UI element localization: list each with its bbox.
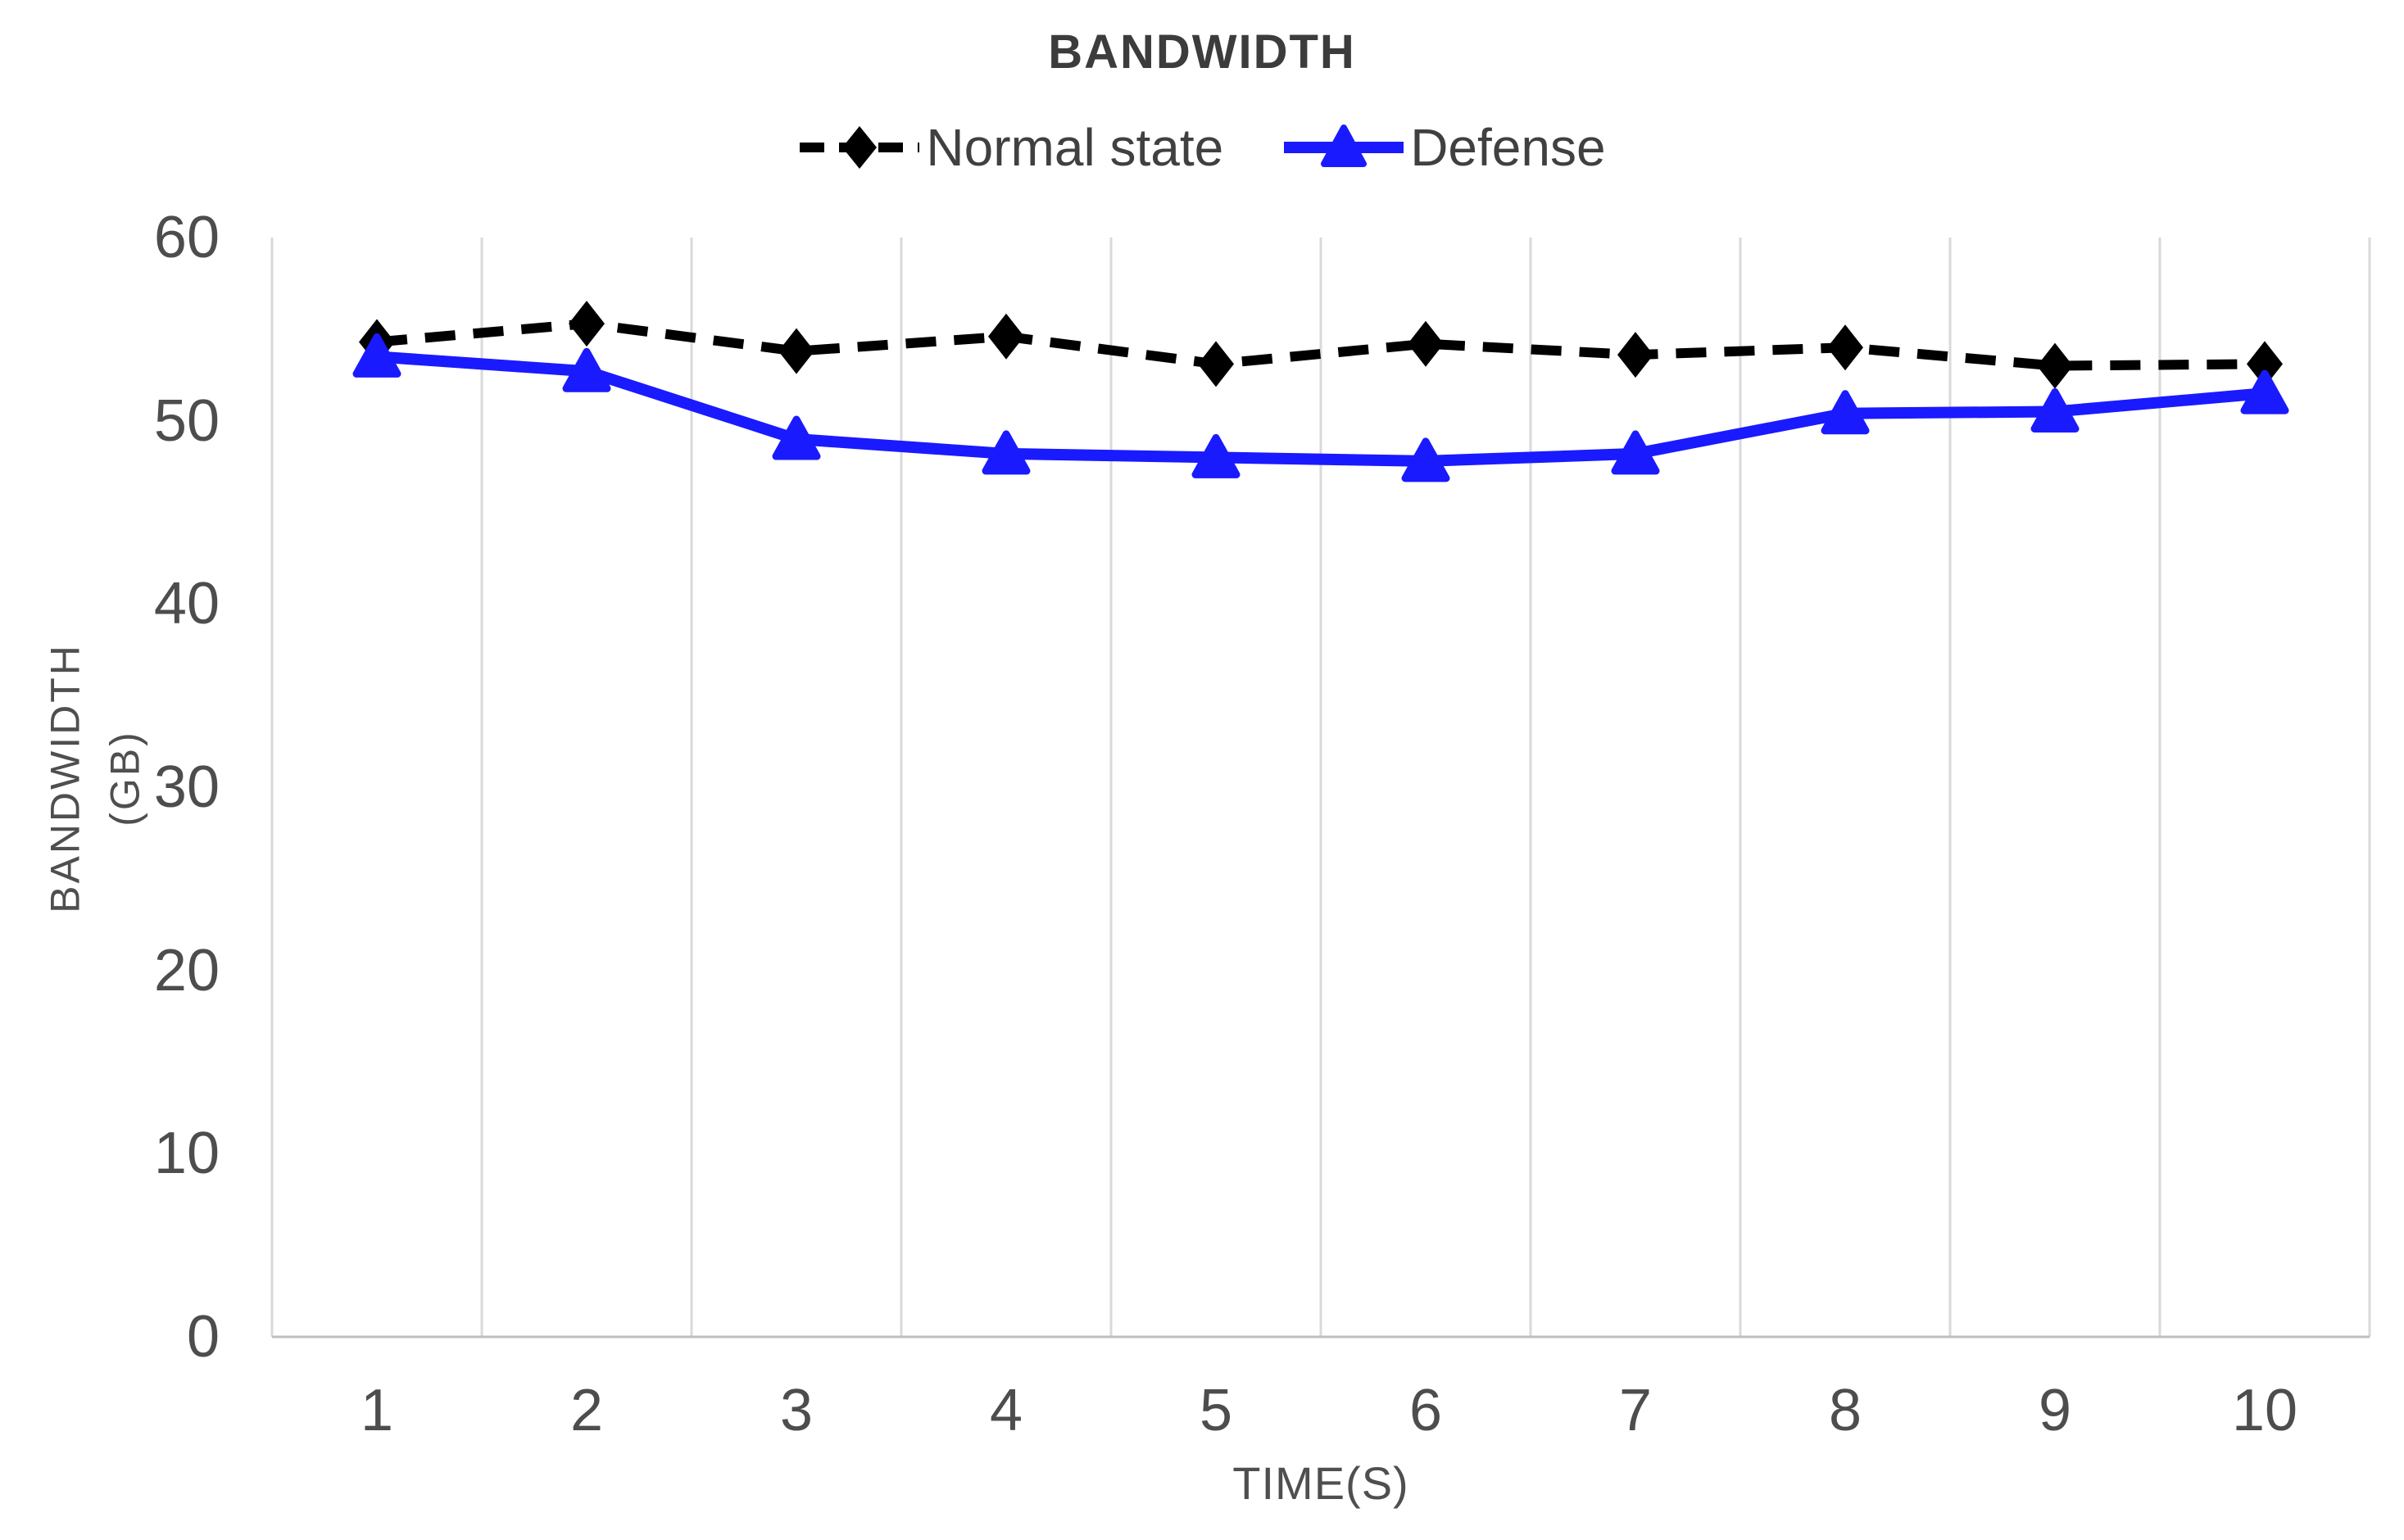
legend-label-normal-state: Normal state: [926, 118, 1224, 177]
x-tick-label: 2: [569, 1378, 604, 1443]
y-tick-label: 30: [153, 754, 220, 820]
legend-item-normal-state: Normal state: [798, 117, 1223, 178]
y-tick-label: 50: [153, 387, 220, 454]
defense-line: [376, 351, 2266, 467]
y-tick-label: 20: [153, 937, 220, 1003]
defense-marker: [1821, 390, 1870, 435]
normal-state-marker: [988, 313, 1024, 360]
normal-state-marker: [2037, 342, 2073, 389]
defense-marker: [772, 415, 821, 460]
y-tick-label: 0: [186, 1304, 220, 1370]
x-tick-label: 10: [2231, 1378, 2298, 1443]
normal-state-line: [376, 319, 2266, 371]
x-tick-label: 1: [360, 1378, 394, 1443]
normal-state-marker: [569, 301, 605, 347]
y-tick-label: 40: [153, 571, 220, 637]
defense-marker: [1611, 430, 1660, 475]
x-tick-label: 7: [1618, 1378, 1653, 1443]
legend-label-defense: Defense: [1410, 118, 1606, 177]
x-tick-label: 8: [1828, 1378, 1862, 1443]
x-axis-title: TIME(S): [1232, 1457, 1409, 1509]
defense-marker: [2030, 387, 2080, 433]
legend-item-defense: Defense: [1282, 117, 1606, 178]
x-tick-label: 6: [1408, 1378, 1443, 1443]
normal-state-legend-marker: [800, 126, 920, 169]
defense-marker: [1401, 437, 1450, 482]
normal-state-marker: [778, 328, 814, 374]
defense-marker: [2240, 369, 2289, 414]
y-tick-label: 10: [153, 1121, 220, 1187]
defense-marker: [1191, 433, 1241, 478]
x-tick-label: 3: [779, 1378, 814, 1443]
x-tick-label: 5: [1199, 1378, 1233, 1443]
defense-marker: [562, 347, 611, 392]
normal-state-marker: [2247, 341, 2283, 387]
normal-state-marker: [1827, 324, 1863, 371]
x-tick-label: 4: [989, 1378, 1023, 1443]
legend: Normal state Defense: [0, 113, 2404, 182]
normal-state-marker: [1198, 341, 1234, 387]
normal-state-marker: [1617, 332, 1653, 378]
chart-title: BANDWIDTH: [1048, 25, 1356, 79]
normal-state-marker: [1408, 320, 1444, 367]
x-tick-label: 9: [2038, 1378, 2072, 1443]
y-tick-label: 60: [153, 205, 220, 270]
defense-marker: [982, 430, 1031, 475]
defense-marker: [352, 333, 401, 378]
defense-legend-marker: [1284, 125, 1404, 167]
